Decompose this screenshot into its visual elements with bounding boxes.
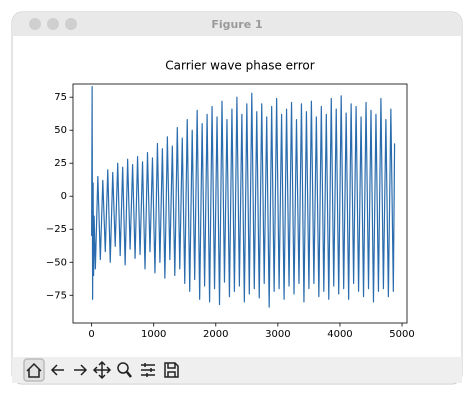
x-tick-label: 5000 [389,329,414,340]
window-title: Figure 1 [211,18,262,31]
plot-frame [72,83,408,324]
y-tick-label: 75 [54,92,67,103]
zoom-tool-button[interactable] [117,362,132,378]
back-button[interactable] [50,364,64,376]
x-tick-label: 0 [88,329,94,340]
x-tick-label: 3000 [265,329,290,340]
chart-title: Carrier wave phase error [165,59,314,73]
configure-button[interactable] [141,363,155,377]
y-tick-label: 25 [54,158,67,169]
x-tick-label: 2000 [203,329,228,340]
data-line [91,86,396,308]
pan-button[interactable] [92,360,112,380]
y-tick-label: −50 [46,257,67,268]
minimize-button[interactable] [47,18,59,30]
zoom-button[interactable] [65,18,77,30]
x-tick-label: 4000 [327,329,352,340]
y-tick-label: −75 [46,290,67,301]
close-button[interactable] [29,18,41,30]
x-tick-label: 1000 [141,329,166,340]
y-tick-label: 50 [54,125,67,136]
save-button[interactable] [164,362,179,378]
title-bar [12,12,462,36]
forward-button[interactable] [74,364,88,376]
y-tick-label: −25 [46,224,67,235]
home-icon [26,362,42,378]
y-tick-label: 0 [61,191,67,202]
toolbar-icons [23,358,179,382]
